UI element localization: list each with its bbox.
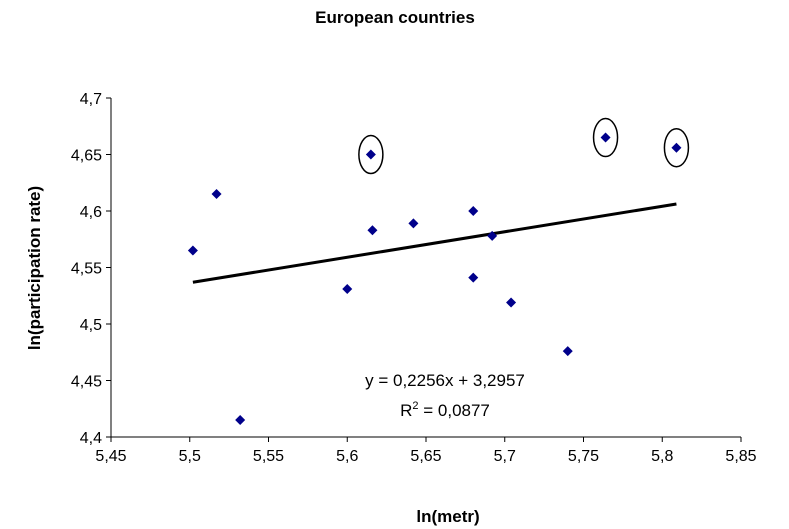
highlight-circle (663, 127, 690, 168)
y-tick-label: 4,6 (80, 204, 102, 221)
x-tick-label: 5,8 (651, 448, 673, 465)
x-tick-label: 5,5 (179, 448, 201, 465)
r-squared-superscript: 2 (412, 400, 418, 412)
r-squared-prefix: R (400, 401, 412, 420)
y-tick-label: 4,45 (71, 374, 102, 391)
y-tick-label: 4,4 (80, 430, 102, 447)
data-point-marker (468, 272, 479, 283)
y-axis-ticks: 4,4 4,45 4,5 4,55 4,6 4,65 4,7 (71, 91, 111, 447)
data-point-marker (506, 297, 517, 308)
y-tick-label: 4,7 (80, 91, 102, 108)
highlight-circle (358, 134, 384, 175)
highlight-circle (592, 117, 619, 158)
x-axis-label: ln(metr) (416, 507, 479, 526)
data-point-marker (562, 346, 573, 357)
x-tick-label: 5,55 (253, 448, 284, 465)
data-point-marker (367, 225, 378, 236)
data-point-marker (487, 230, 498, 241)
y-tick-label: 4,5 (80, 317, 102, 334)
data-point-marker (408, 218, 419, 229)
x-tick-label: 5,75 (568, 448, 599, 465)
y-tick-label: 4,65 (71, 148, 102, 165)
data-point-marker (671, 142, 682, 153)
trendline (192, 202, 677, 284)
r-squared-value: = 0,0877 (419, 401, 490, 420)
trendline-equation: y = 0,2256x + 3,2957 (365, 371, 525, 390)
data-point-marker (365, 149, 376, 160)
x-tick-label: 5,45 (95, 448, 126, 465)
chart-title: European countries (315, 8, 475, 27)
data-point-marker (235, 415, 246, 426)
data-point-marker (211, 189, 222, 200)
highlight-circles (358, 117, 690, 175)
x-tick-label: 5,65 (410, 448, 441, 465)
x-axis-ticks: 5,45 5,5 5,55 5,6 5,65 5,7 5,75 5,8 5,85 (95, 437, 757, 465)
data-point-marker (600, 132, 611, 143)
y-axis-label: ln(participation rate) (25, 186, 44, 350)
r-squared-label: R2 = 0,0877 (400, 400, 490, 420)
x-tick-label: 5,6 (336, 448, 358, 465)
data-point-marker (187, 245, 198, 256)
x-tick-label: 5,85 (725, 448, 756, 465)
y-tick-label: 4,55 (71, 261, 102, 278)
data-point-marker (468, 206, 479, 216)
data-points (187, 132, 682, 426)
x-tick-label: 5,7 (494, 448, 516, 465)
data-point-marker (342, 283, 353, 294)
plot-area: 4,44,454,54,554,64,654,7 5,45 5,5 5,55 5,6 5… (71, 91, 757, 465)
